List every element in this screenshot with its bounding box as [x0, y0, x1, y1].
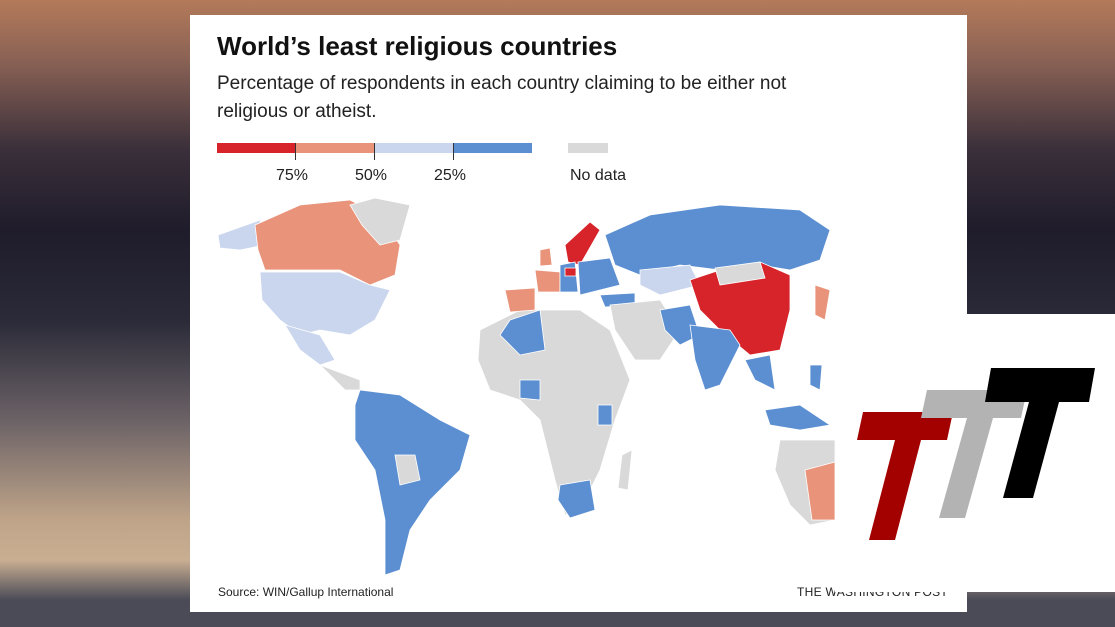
map-card: World’s least religious countries Percen…	[190, 15, 967, 612]
legend-tick	[295, 143, 296, 160]
channel-logo	[835, 314, 1115, 592]
region-mongolia	[714, 261, 766, 286]
region-madagascar	[617, 449, 633, 491]
logo-t-red	[857, 412, 953, 540]
logo-t-gray	[921, 390, 1027, 518]
legend-label-50: 50%	[355, 167, 388, 184]
region-philippines	[809, 364, 823, 391]
region-kenya	[597, 404, 613, 426]
legend-tick	[374, 143, 375, 160]
region-central-europe	[559, 261, 579, 293]
legend-label-no-data: No data	[570, 167, 627, 184]
region-india	[689, 324, 741, 391]
region-alaska	[217, 219, 266, 251]
region-bolivia	[394, 454, 421, 486]
logo-t-black	[985, 368, 1095, 498]
legend-swatch-over-75	[217, 143, 295, 153]
legend-swatch-25-50	[374, 143, 453, 153]
region-japan	[814, 284, 831, 321]
region-algeria	[499, 309, 546, 356]
legend-swatch-no-data	[568, 143, 608, 153]
legend-swatch-50-75	[295, 143, 374, 153]
region-south-africa	[557, 479, 596, 519]
map-title: World’s least religious countries	[217, 31, 618, 61]
region-scandinavia	[564, 221, 601, 266]
region-czech-republic	[564, 267, 577, 277]
legend-label-25: 25%	[434, 167, 467, 184]
region-france	[534, 269, 561, 293]
world-map	[217, 197, 836, 576]
region-uk	[539, 247, 553, 267]
legend-swatch-under-25	[453, 143, 532, 153]
region-kazakhstan	[639, 264, 701, 296]
region-eastern-europe	[577, 257, 621, 296]
region-southeast-asia	[744, 354, 776, 391]
region-indonesia	[764, 404, 832, 431]
region-pakistan	[659, 304, 701, 346]
region-greenland	[349, 197, 411, 246]
region-central-america	[319, 364, 361, 391]
legend-label-75: 75%	[276, 167, 309, 184]
region-united-states	[259, 271, 391, 336]
region-mexico	[284, 324, 336, 366]
region-spain	[504, 287, 536, 313]
legend-tick	[453, 143, 454, 160]
map-subtitle: Percentage of respondents in each countr…	[217, 73, 787, 122]
ttt-logo-icon	[857, 368, 1095, 540]
source-note: Source: WIN/Gallup International	[218, 585, 394, 599]
region-russia	[604, 204, 831, 276]
region-south-america	[354, 389, 471, 576]
region-nigeria	[519, 379, 541, 401]
